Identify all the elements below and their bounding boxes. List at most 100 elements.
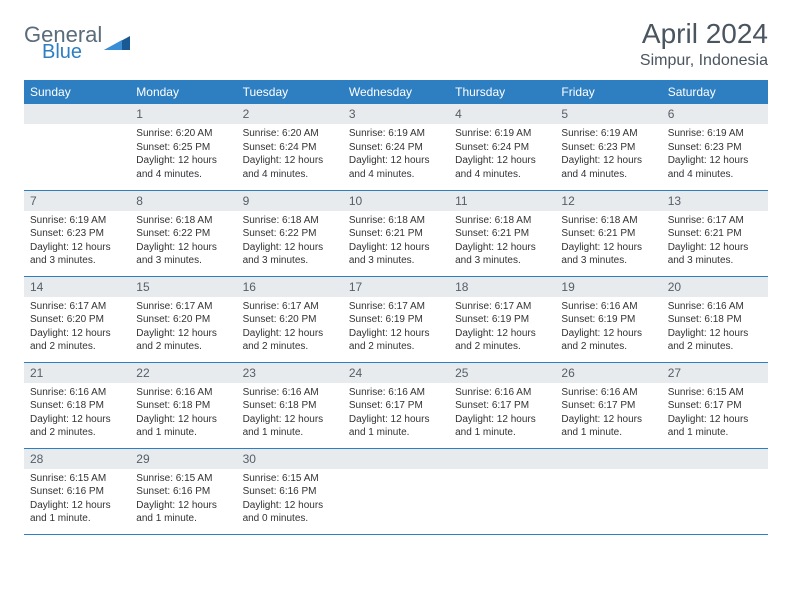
day-details: Sunrise: 6:16 AMSunset: 6:17 PMDaylight:… [449, 383, 555, 444]
day-number: 30 [237, 449, 343, 469]
daylight-text: Daylight: 12 hours and 1 minute. [30, 499, 124, 526]
day-number: 1 [130, 104, 236, 124]
day-cell: 6Sunrise: 6:19 AMSunset: 6:23 PMDaylight… [662, 104, 768, 190]
sunset-text: Sunset: 6:19 PM [349, 313, 443, 327]
sunset-text: Sunset: 6:19 PM [561, 313, 655, 327]
week-row: 1Sunrise: 6:20 AMSunset: 6:25 PMDaylight… [24, 104, 768, 190]
dow-header: Saturday [662, 80, 768, 104]
day-details: Sunrise: 6:19 AMSunset: 6:24 PMDaylight:… [449, 124, 555, 185]
sunset-text: Sunset: 6:16 PM [243, 485, 337, 499]
empty-day [343, 449, 449, 469]
day-number: 26 [555, 363, 661, 383]
day-details: Sunrise: 6:16 AMSunset: 6:19 PMDaylight:… [555, 297, 661, 358]
day-number: 4 [449, 104, 555, 124]
day-details: Sunrise: 6:19 AMSunset: 6:23 PMDaylight:… [555, 124, 661, 185]
sunrise-text: Sunrise: 6:17 AM [349, 300, 443, 314]
sunset-text: Sunset: 6:18 PM [30, 399, 124, 413]
sunrise-text: Sunrise: 6:18 AM [136, 214, 230, 228]
sunset-text: Sunset: 6:19 PM [455, 313, 549, 327]
sunrise-text: Sunrise: 6:16 AM [349, 386, 443, 400]
day-number: 24 [343, 363, 449, 383]
day-number: 25 [449, 363, 555, 383]
day-details: Sunrise: 6:16 AMSunset: 6:18 PMDaylight:… [24, 383, 130, 444]
sunrise-text: Sunrise: 6:16 AM [561, 300, 655, 314]
day-cell: 3Sunrise: 6:19 AMSunset: 6:24 PMDaylight… [343, 104, 449, 190]
sunrise-text: Sunrise: 6:17 AM [136, 300, 230, 314]
daylight-text: Daylight: 12 hours and 3 minutes. [349, 241, 443, 268]
day-cell: 26Sunrise: 6:16 AMSunset: 6:17 PMDayligh… [555, 362, 661, 448]
day-of-week-row: SundayMondayTuesdayWednesdayThursdayFrid… [24, 80, 768, 104]
day-number: 12 [555, 191, 661, 211]
logo-triangle-icon [104, 34, 130, 52]
daylight-text: Daylight: 12 hours and 3 minutes. [243, 241, 337, 268]
day-number: 2 [237, 104, 343, 124]
day-cell: 15Sunrise: 6:17 AMSunset: 6:20 PMDayligh… [130, 276, 236, 362]
daylight-text: Daylight: 12 hours and 1 minute. [243, 413, 337, 440]
day-details: Sunrise: 6:17 AMSunset: 6:19 PMDaylight:… [449, 297, 555, 358]
sunset-text: Sunset: 6:18 PM [243, 399, 337, 413]
day-details: Sunrise: 6:17 AMSunset: 6:20 PMDaylight:… [24, 297, 130, 358]
day-details: Sunrise: 6:18 AMSunset: 6:22 PMDaylight:… [130, 211, 236, 272]
sunset-text: Sunset: 6:21 PM [349, 227, 443, 241]
daylight-text: Daylight: 12 hours and 1 minute. [136, 499, 230, 526]
day-number: 3 [343, 104, 449, 124]
daylight-text: Daylight: 12 hours and 1 minute. [455, 413, 549, 440]
week-row: 14Sunrise: 6:17 AMSunset: 6:20 PMDayligh… [24, 276, 768, 362]
sunrise-text: Sunrise: 6:16 AM [243, 386, 337, 400]
day-number: 16 [237, 277, 343, 297]
day-details: Sunrise: 6:15 AMSunset: 6:16 PMDaylight:… [130, 469, 236, 530]
dow-header: Tuesday [237, 80, 343, 104]
day-cell: 30Sunrise: 6:15 AMSunset: 6:16 PMDayligh… [237, 448, 343, 534]
daylight-text: Daylight: 12 hours and 2 minutes. [30, 413, 124, 440]
daylight-text: Daylight: 12 hours and 4 minutes. [668, 154, 762, 181]
daylight-text: Daylight: 12 hours and 4 minutes. [243, 154, 337, 181]
day-cell: 25Sunrise: 6:16 AMSunset: 6:17 PMDayligh… [449, 362, 555, 448]
day-cell: 11Sunrise: 6:18 AMSunset: 6:21 PMDayligh… [449, 190, 555, 276]
daylight-text: Daylight: 12 hours and 1 minute. [136, 413, 230, 440]
day-cell [343, 448, 449, 534]
daylight-text: Daylight: 12 hours and 0 minutes. [243, 499, 337, 526]
day-number: 8 [130, 191, 236, 211]
day-details: Sunrise: 6:15 AMSunset: 6:17 PMDaylight:… [662, 383, 768, 444]
day-details: Sunrise: 6:17 AMSunset: 6:20 PMDaylight:… [130, 297, 236, 358]
sunrise-text: Sunrise: 6:16 AM [668, 300, 762, 314]
day-number: 28 [24, 449, 130, 469]
day-number: 29 [130, 449, 236, 469]
daylight-text: Daylight: 12 hours and 3 minutes. [668, 241, 762, 268]
sunset-text: Sunset: 6:20 PM [30, 313, 124, 327]
location-label: Simpur, Indonesia [640, 52, 768, 70]
empty-day [662, 449, 768, 469]
week-row: 7Sunrise: 6:19 AMSunset: 6:23 PMDaylight… [24, 190, 768, 276]
sunset-text: Sunset: 6:23 PM [30, 227, 124, 241]
day-cell: 5Sunrise: 6:19 AMSunset: 6:23 PMDaylight… [555, 104, 661, 190]
daylight-text: Daylight: 12 hours and 4 minutes. [455, 154, 549, 181]
sunset-text: Sunset: 6:20 PM [136, 313, 230, 327]
day-cell: 2 Sunrise: 6:20 AMSunset: 6:24 PMDaylight… [237, 104, 343, 190]
day-number: 14 [24, 277, 130, 297]
sunrise-text: Sunrise: 6:20 AM [243, 127, 337, 141]
day-details: Sunrise: 6:18 AMSunset: 6:21 PMDaylight:… [449, 211, 555, 272]
sunrise-text: Sunrise: 6:16 AM [561, 386, 655, 400]
day-number: 10 [343, 191, 449, 211]
day-number: 22 [130, 363, 236, 383]
day-details: Sunrise: 6:19 AMSunset: 6:23 PMDaylight:… [662, 124, 768, 185]
daylight-text: Daylight: 12 hours and 1 minute. [561, 413, 655, 440]
sunrise-text: Sunrise: 6:18 AM [349, 214, 443, 228]
day-number: 18 [449, 277, 555, 297]
sunset-text: Sunset: 6:23 PM [561, 141, 655, 155]
day-cell: 13Sunrise: 6:17 AMSunset: 6:21 PMDayligh… [662, 190, 768, 276]
day-cell [555, 448, 661, 534]
day-details: Sunrise: 6:16 AMSunset: 6:17 PMDaylight:… [555, 383, 661, 444]
daylight-text: Daylight: 12 hours and 2 minutes. [136, 327, 230, 354]
day-details: Sunrise: 6:17 AMSunset: 6:21 PMDaylight:… [662, 211, 768, 272]
day-details: Sunrise: 6:15 AMSunset: 6:16 PMDaylight:… [24, 469, 130, 530]
day-details: Sunrise: 6:17 AMSunset: 6:20 PMDaylight:… [237, 297, 343, 358]
day-cell: 23Sunrise: 6:16 AMSunset: 6:18 PMDayligh… [237, 362, 343, 448]
day-cell [24, 104, 130, 190]
sunrise-text: Sunrise: 6:19 AM [668, 127, 762, 141]
day-cell: 20Sunrise: 6:16 AMSunset: 6:18 PMDayligh… [662, 276, 768, 362]
sunset-text: Sunset: 6:24 PM [243, 141, 337, 155]
sunrise-text: Sunrise: 6:15 AM [668, 386, 762, 400]
day-cell: 4Sunrise: 6:19 AMSunset: 6:24 PMDaylight… [449, 104, 555, 190]
day-number: 9 [237, 191, 343, 211]
